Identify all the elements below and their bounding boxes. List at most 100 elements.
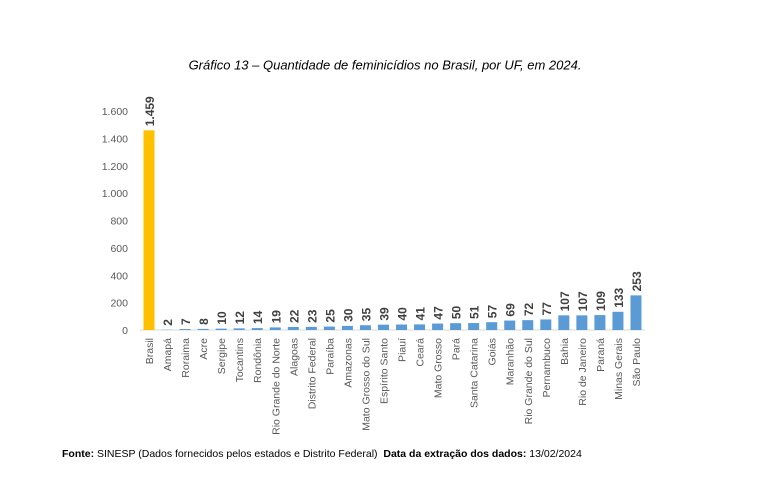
x-tick-label: Acre <box>198 338 210 360</box>
value-label: 51 <box>468 305 482 319</box>
x-tick-label: Pará <box>451 338 463 360</box>
y-tick-label: 600 <box>110 243 128 255</box>
x-tick-label: Rondônia <box>252 338 264 383</box>
bar <box>432 323 444 330</box>
y-tick-label: 1.200 <box>102 161 128 173</box>
value-label: 69 <box>504 303 518 317</box>
bar <box>377 324 389 330</box>
value-label: 35 <box>359 308 373 322</box>
value-label: 40 <box>396 307 410 321</box>
value-label: 77 <box>540 302 554 316</box>
bar <box>450 323 462 330</box>
x-tick-label: Minas Gerais <box>613 338 625 400</box>
x-tick-label: Brasil <box>144 338 156 364</box>
value-label: 25 <box>323 309 337 323</box>
value-label: 2 <box>161 319 175 326</box>
value-label: 8 <box>197 318 211 325</box>
bar <box>540 319 552 330</box>
bar <box>269 327 281 330</box>
x-tick-label: Mato Grosso do Sul <box>360 338 372 431</box>
x-tick-label: Ceará <box>415 338 427 367</box>
bar <box>287 326 299 330</box>
value-label: 253 <box>630 271 644 291</box>
x-tick-label: Paraíba <box>324 338 336 375</box>
x-tick-label: Espírito Santo <box>378 338 390 404</box>
value-label: 10 <box>215 311 229 325</box>
x-tick-label: Roraima <box>180 338 192 378</box>
x-tick-label: Rio Grande do Norte <box>270 338 282 435</box>
bar <box>396 324 408 330</box>
value-label: 107 <box>576 291 590 311</box>
value-label: 19 <box>269 310 283 324</box>
bar <box>576 315 588 330</box>
x-tick-label: Tocantins <box>234 338 246 382</box>
date-label: Data da extração dos dados: <box>383 448 527 460</box>
value-label: 109 <box>594 291 608 311</box>
bar <box>251 328 263 330</box>
x-tick-label: Bahia <box>559 338 571 365</box>
bar <box>215 328 227 330</box>
x-tick-label: Alagoas <box>288 338 300 376</box>
value-label: 133 <box>612 287 626 307</box>
x-tick-label: Paraná <box>595 338 607 372</box>
bar <box>233 328 245 330</box>
x-tick-label: Santa Catarina <box>469 338 481 408</box>
bar <box>414 324 426 330</box>
x-tick-label: Sergipe <box>216 338 228 374</box>
bar <box>197 328 209 330</box>
chart-title: Gráfico 13 – Quantidade de feminicídios … <box>189 57 582 72</box>
value-label: 30 <box>341 308 355 322</box>
page: Gráfico 13 – Quantidade de feminicídios … <box>62 57 645 460</box>
date: 13/02/2024 <box>529 448 582 460</box>
x-tick-label: Rio de Janeiro <box>577 338 589 406</box>
y-tick-label: 200 <box>110 298 128 310</box>
bar <box>630 295 642 330</box>
x-tick-label: Pernambuco <box>541 338 553 398</box>
bar <box>143 130 155 330</box>
bar <box>323 326 335 330</box>
bar <box>504 320 516 330</box>
y-tick-label: 800 <box>110 216 128 228</box>
x-tick-label: Distrito Federal <box>306 338 318 409</box>
bar <box>486 322 498 330</box>
y-tick-label: 1.600 <box>102 106 128 118</box>
value-label: 107 <box>558 291 572 311</box>
value-label: 1.459 <box>143 96 157 126</box>
chart: Gráfico 13 – Quantidade de feminicídios … <box>102 57 645 435</box>
x-tick-label: São Paulo <box>631 338 643 387</box>
bar <box>468 323 480 330</box>
footer: Fonte: SINESP (Dados fornecidos pelos es… <box>62 448 582 460</box>
bar <box>558 315 570 330</box>
x-tick-label: Rio Grande do Sul <box>523 338 535 424</box>
bar <box>305 326 317 330</box>
value-label: 39 <box>377 307 391 321</box>
bar <box>612 311 624 330</box>
value-label: 57 <box>486 305 500 319</box>
bar <box>359 325 371 330</box>
value-label: 7 <box>179 318 193 325</box>
value-label: 12 <box>233 311 247 325</box>
bar <box>594 315 606 330</box>
y-tick-label: 0 <box>122 325 128 337</box>
bar <box>179 329 191 330</box>
value-label: 47 <box>432 306 446 320</box>
bar <box>522 320 534 330</box>
x-tick-label: Goiás <box>487 338 499 365</box>
y-tick-label: 400 <box>110 270 128 282</box>
value-label: 14 <box>251 310 265 324</box>
x-tick-label: Piauí <box>397 338 409 362</box>
y-tick-label: 1.400 <box>102 133 128 145</box>
source: SINESP (Dados fornecidos pelos estados e… <box>97 448 378 460</box>
source-label: Fonte: <box>62 448 95 460</box>
y-tick-label: 1.000 <box>102 188 128 200</box>
value-label: 22 <box>287 309 301 323</box>
value-label: 72 <box>522 302 536 316</box>
x-tick-label: Amapá <box>162 338 174 371</box>
x-tick-label: Amazonas <box>342 338 354 388</box>
x-tick-label: Mato Grosso <box>433 338 445 398</box>
bar <box>341 325 353 330</box>
value-label: 23 <box>305 309 319 323</box>
value-label: 41 <box>414 307 428 321</box>
value-label: 50 <box>450 305 464 319</box>
x-tick-label: Maranhão <box>505 338 517 385</box>
